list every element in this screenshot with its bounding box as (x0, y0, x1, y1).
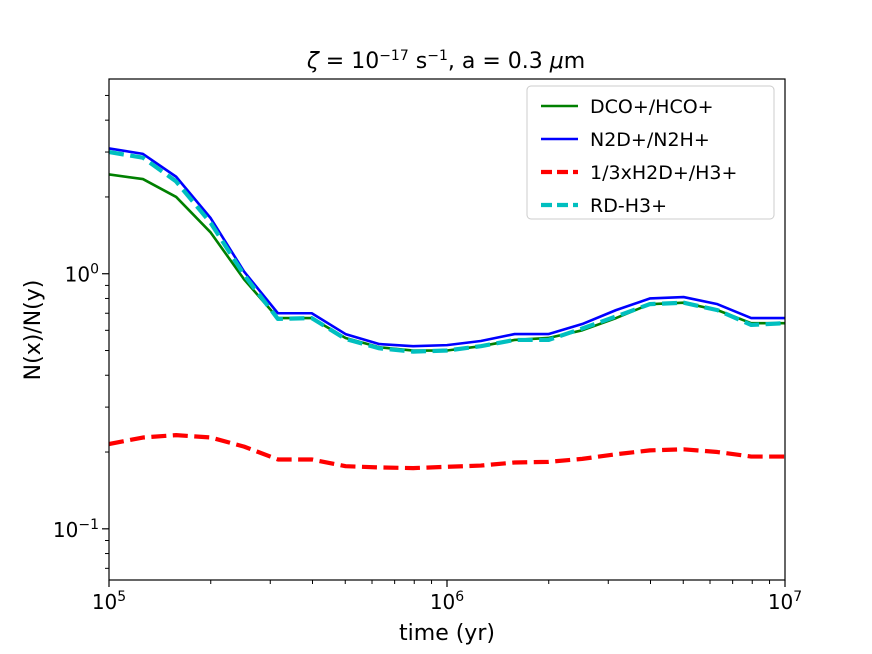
y-tick-label: 100 (65, 262, 99, 287)
legend-item: RD-H3+ (541, 195, 667, 217)
x-tick-label: 105 (92, 589, 126, 614)
series-line-2 (109, 147, 785, 348)
x-axis-label: time (yr) (399, 621, 495, 646)
legend-label: DCO+/HCO+ (590, 96, 714, 118)
legend-box (526, 85, 775, 220)
x-tick-label: 106 (430, 589, 464, 614)
series-line-4 (109, 149, 785, 354)
x-tick-label: 107 (768, 589, 802, 614)
legend-item: DCO+/HCO+ (541, 96, 714, 118)
series-group (109, 147, 785, 471)
legend-item: 1/3xH2D+/H3+ (541, 162, 737, 184)
legend-label: RD-H3+ (590, 195, 667, 217)
y-tick-label: 10−1 (53, 517, 99, 542)
legend-item: N2D+/N2H+ (541, 129, 710, 151)
chart-title: ζ = 10−17 s−1, a = 0.3 μm (306, 48, 585, 74)
legend: DCO+/HCO+ N2D+/N2H+ 1/3xH2D+/H3+ RD-H3+ (526, 85, 775, 220)
ticks-group: 105 106 107 10−1 100 (53, 94, 802, 614)
series-line-3 (109, 433, 785, 471)
y-axis-label: N(x)/N(y) (21, 280, 46, 381)
legend-label: N2D+/N2H+ (590, 129, 710, 151)
legend-label: 1/3xH2D+/H3+ (590, 162, 737, 184)
